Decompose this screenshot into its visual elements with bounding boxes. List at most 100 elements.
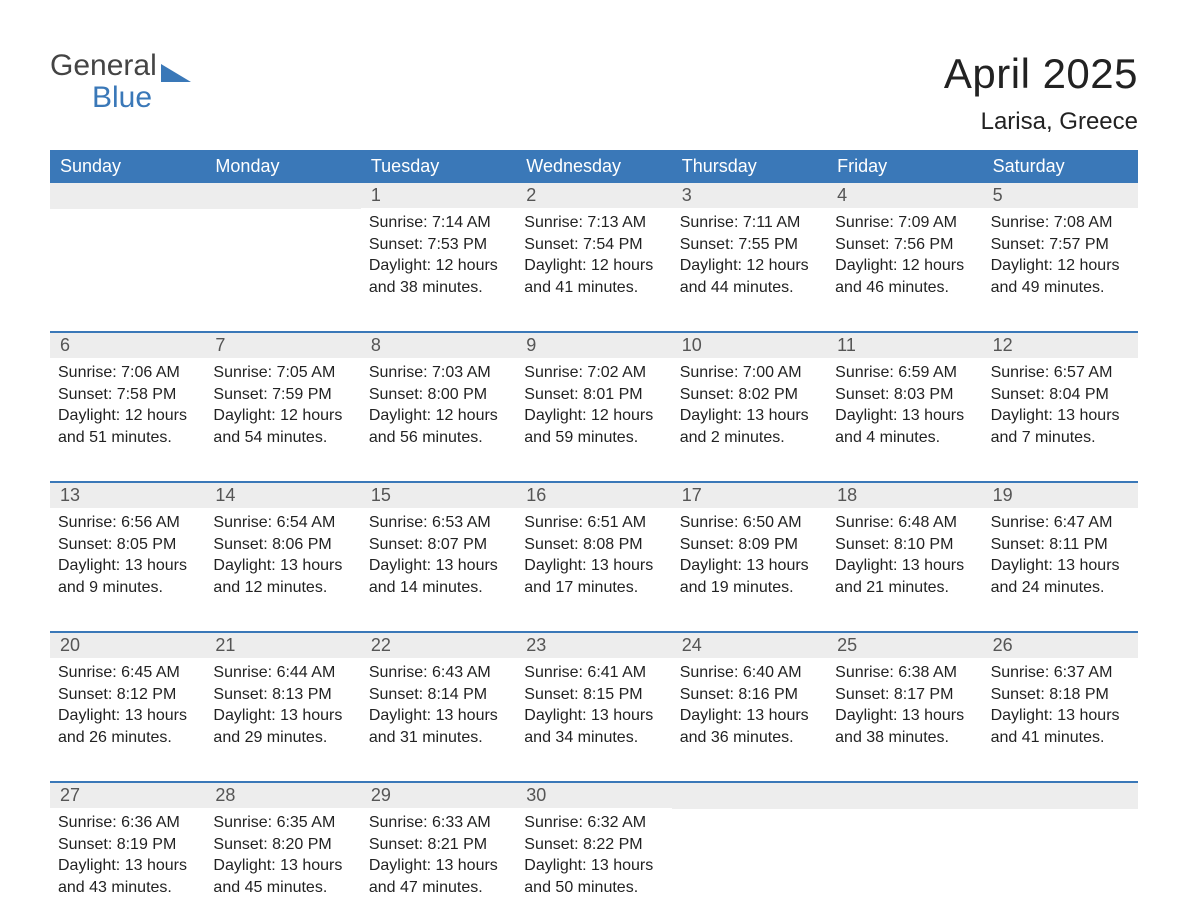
- sunset-text: Sunset: 8:18 PM: [991, 684, 1130, 706]
- sunset-text: Sunset: 7:53 PM: [369, 234, 508, 256]
- sunrise-text: Sunrise: 7:06 AM: [58, 362, 197, 384]
- sunrise-text: Sunrise: 7:05 AM: [213, 362, 352, 384]
- daylight-text: Daylight: 13 hours and 7 minutes.: [991, 405, 1130, 448]
- sunrise-text: Sunrise: 6:47 AM: [991, 512, 1130, 534]
- day-cell: 26 Sunrise: 6:37 AMSunset: 8:18 PMDayligh…: [983, 633, 1138, 753]
- day-number: 20: [50, 633, 205, 658]
- daylight-text: Daylight: 13 hours and 4 minutes.: [835, 405, 974, 448]
- day-number: 11: [827, 333, 982, 358]
- sunset-text: Sunset: 8:01 PM: [524, 384, 663, 406]
- logo-top-row: General: [50, 50, 191, 82]
- day-number: 29: [361, 783, 516, 808]
- day-number: 6: [50, 333, 205, 358]
- day-cell: 13Sunrise: 6:56 AMSunset: 8:05 PMDayligh…: [50, 483, 205, 603]
- day-cell: 7Sunrise: 7:05 AMSunset: 7:59 PMDaylight…: [205, 333, 360, 453]
- sunrise-text: Sunrise: 6:57 AM: [991, 362, 1130, 384]
- day-number: 28: [205, 783, 360, 808]
- day-number: 30: [516, 783, 671, 808]
- daylight-text: Daylight: 12 hours and 54 minutes.: [213, 405, 352, 448]
- sunset-text: Sunset: 7:55 PM: [680, 234, 819, 256]
- sunset-text: Sunset: 8:00 PM: [369, 384, 508, 406]
- sunset-text: Sunset: 7:59 PM: [213, 384, 352, 406]
- sunset-text: Sunset: 7:57 PM: [991, 234, 1130, 256]
- day-cell: 22Sunrise: 6:43 AMSunset: 8:14 PMDayligh…: [361, 633, 516, 753]
- daylight-text: Daylight: 13 hours and 21 minutes.: [835, 555, 974, 598]
- daylight-text: Daylight: 13 hours and 9 minutes.: [58, 555, 197, 598]
- day-number: 26: [983, 633, 1138, 658]
- day-number: 2: [516, 183, 671, 208]
- sunrise-text: Sunrise: 6:40 AM: [680, 662, 819, 684]
- daylight-text: Daylight: 13 hours and 45 minutes.: [213, 855, 352, 898]
- day-number: [50, 183, 205, 209]
- day-cell: [827, 783, 982, 903]
- day-number: 17: [672, 483, 827, 508]
- dow-saturday: Saturday: [983, 150, 1138, 183]
- day-cell: 18Sunrise: 6:48 AMSunset: 8:10 PMDayligh…: [827, 483, 982, 603]
- sunset-text: Sunset: 8:21 PM: [369, 834, 508, 856]
- dow-monday: Monday: [205, 150, 360, 183]
- day-number: 22: [361, 633, 516, 658]
- day-number: 12: [983, 333, 1138, 358]
- daylight-text: Daylight: 13 hours and 34 minutes.: [524, 705, 663, 748]
- week-spacer: [50, 453, 1138, 481]
- location-label: Larisa, Greece: [944, 108, 1138, 136]
- sunset-text: Sunset: 8:12 PM: [58, 684, 197, 706]
- daylight-text: Daylight: 13 hours and 41 minutes.: [991, 705, 1130, 748]
- sunrise-text: Sunrise: 6:50 AM: [680, 512, 819, 534]
- day-number: 14: [205, 483, 360, 508]
- day-number: 24: [672, 633, 827, 658]
- day-number: 18: [827, 483, 982, 508]
- sunrise-text: Sunrise: 7:00 AM: [680, 362, 819, 384]
- day-cell: 27Sunrise: 6:36 AMSunset: 8:19 PMDayligh…: [50, 783, 205, 903]
- sunset-text: Sunset: 8:05 PM: [58, 534, 197, 556]
- sunrise-text: Sunrise: 6:56 AM: [58, 512, 197, 534]
- day-number: 9: [516, 333, 671, 358]
- day-cell: 12 Sunrise: 6:57 AMSunset: 8:04 PMDayligh…: [983, 333, 1138, 453]
- daylight-text: Daylight: 13 hours and 19 minutes.: [680, 555, 819, 598]
- day-cell: 1Sunrise: 7:14 AMSunset: 7:53 PMDaylight…: [361, 183, 516, 303]
- day-number: 19: [983, 483, 1138, 508]
- dow-tuesday: Tuesday: [361, 150, 516, 183]
- sunrise-text: Sunrise: 6:45 AM: [58, 662, 197, 684]
- sunset-text: Sunset: 7:58 PM: [58, 384, 197, 406]
- daylight-text: Daylight: 12 hours and 44 minutes.: [680, 255, 819, 298]
- daylight-text: Daylight: 12 hours and 51 minutes.: [58, 405, 197, 448]
- logo: General Blue: [50, 50, 191, 113]
- sunset-text: Sunset: 8:17 PM: [835, 684, 974, 706]
- week-spacer: [50, 303, 1138, 331]
- week-row: 20 Sunrise: 6:45 AMSunset: 8:12 PM Dayligh…: [50, 631, 1138, 753]
- day-cell: 19Sunrise: 6:47 AMSunset: 8:11 PMDayligh…: [983, 483, 1138, 603]
- sunrise-text: Sunrise: 6:33 AM: [369, 812, 508, 834]
- sunrise-text: Sunrise: 6:35 AM: [213, 812, 352, 834]
- day-cell: 23Sunrise: 6:41 AMSunset: 8:15 PMDayligh…: [516, 633, 671, 753]
- daylight-text: Daylight: 13 hours and 43 minutes.: [58, 855, 197, 898]
- week-row: 27Sunrise: 6:36 AMSunset: 8:19 PMDayligh…: [50, 781, 1138, 903]
- week-spacer: [50, 753, 1138, 781]
- day-number: 15: [361, 483, 516, 508]
- sunset-text: Sunset: 8:07 PM: [369, 534, 508, 556]
- week-row: 6Sunrise: 7:06 AMSunset: 7:58 PMDaylight…: [50, 331, 1138, 453]
- logo-word-top: General: [50, 50, 157, 82]
- sunset-text: Sunset: 8:09 PM: [680, 534, 819, 556]
- daylight-text: Daylight: 12 hours and 59 minutes.: [524, 405, 663, 448]
- sunrise-text: Sunrise: 6:44 AM: [213, 662, 352, 684]
- month-title: April 2025: [944, 50, 1138, 98]
- day-number: 16: [516, 483, 671, 508]
- day-cell: 11Sunrise: 6:59 AMSunset: 8:03 PMDayligh…: [827, 333, 982, 453]
- day-cell: 25Sunrise: 6:38 AMSunset: 8:17 PMDayligh…: [827, 633, 982, 753]
- daylight-text: Daylight: 13 hours and 36 minutes.: [680, 705, 819, 748]
- sunset-text: Sunset: 8:04 PM: [991, 384, 1130, 406]
- sunset-text: Sunset: 8:19 PM: [58, 834, 197, 856]
- dow-friday: Friday: [827, 150, 982, 183]
- daylight-text: Daylight: 13 hours and 29 minutes.: [213, 705, 352, 748]
- sunrise-text: Sunrise: 6:37 AM: [991, 662, 1130, 684]
- sunset-text: Sunset: 8:22 PM: [524, 834, 663, 856]
- sunset-text: Sunset: 8:10 PM: [835, 534, 974, 556]
- dow-thursday: Thursday: [672, 150, 827, 183]
- sunrise-text: Sunrise: 6:59 AM: [835, 362, 974, 384]
- day-number: 1: [361, 183, 516, 208]
- daylight-text: Daylight: 12 hours and 38 minutes.: [369, 255, 508, 298]
- day-cell: 17 Sunrise: 6:50 AMSunset: 8:09 PMDayligh…: [672, 483, 827, 603]
- day-cell: 6 Sunrise: 7:06 AMSunset: 7:58 PMDaylight…: [50, 333, 205, 453]
- daylight-text: Daylight: 13 hours and 12 minutes.: [213, 555, 352, 598]
